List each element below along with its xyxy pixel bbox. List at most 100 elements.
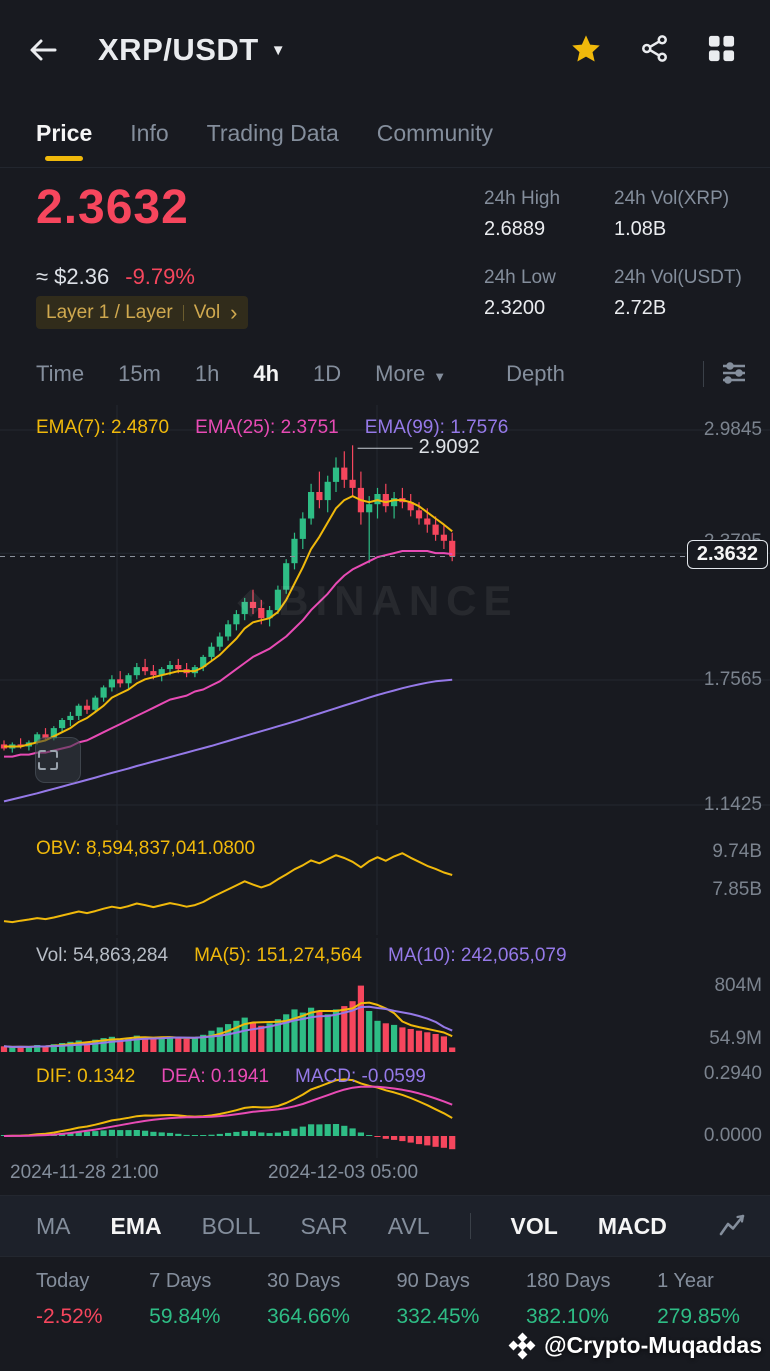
tab-price[interactable]: Price bbox=[36, 100, 92, 167]
share-icon bbox=[642, 35, 667, 62]
macd-legend-row: DIF: 0.1342 DEA: 0.1941 MACD: -0.0599 bbox=[36, 1066, 426, 1088]
grid-menu-button[interactable] bbox=[707, 34, 736, 66]
indicator-boll[interactable]: BOLL bbox=[201, 1212, 261, 1239]
indicator-avl[interactable]: AVL bbox=[387, 1212, 430, 1239]
obv-chart[interactable] bbox=[0, 830, 770, 935]
tf-1d[interactable]: 1D bbox=[313, 361, 342, 386]
obv-axis-label: 9.74B bbox=[712, 841, 762, 862]
dif-legend: DIF: 0.1342 bbox=[36, 1066, 136, 1087]
indicator-macd[interactable]: MACD bbox=[597, 1212, 667, 1239]
dea-legend: DEA: 0.1941 bbox=[161, 1066, 270, 1087]
header-actions bbox=[570, 0, 736, 100]
price-axis-label: 1.7565 bbox=[703, 669, 762, 690]
perf-90d: 90 Days 332.45% bbox=[396, 1270, 480, 1328]
tf-more[interactable]: More ▼ bbox=[375, 361, 446, 387]
indicator-sar[interactable]: SAR bbox=[300, 1212, 348, 1239]
pair-title: XRP/USDT bbox=[98, 32, 259, 67]
line-chart-icon bbox=[719, 1214, 745, 1235]
vol-legend: Vol: 54,863,284 bbox=[36, 945, 169, 966]
volume-axis-label: 804M bbox=[714, 975, 762, 996]
tf-15m[interactable]: 15m bbox=[118, 361, 161, 386]
grid-icon bbox=[708, 35, 735, 62]
x-axis-label-left: 2024-11-28 21:00 bbox=[10, 1162, 159, 1183]
stat-24h-high: 24h High 2.6889 bbox=[484, 188, 561, 240]
tf-1h[interactable]: 1h bbox=[194, 361, 220, 386]
perf-30d: 30 Days 364.66% bbox=[266, 1270, 350, 1328]
tag-divider bbox=[182, 304, 184, 321]
indicator-ma[interactable]: MA bbox=[36, 1212, 71, 1239]
back-button[interactable] bbox=[22, 30, 62, 70]
back-arrow-icon bbox=[30, 39, 57, 61]
divider bbox=[469, 1213, 471, 1239]
share-button[interactable] bbox=[640, 34, 669, 66]
chart-expand-button[interactable] bbox=[35, 737, 81, 783]
credit-watermark: @Crypto-Muqaddas bbox=[508, 1332, 762, 1359]
perf-180d: 180 Days 382.10% bbox=[525, 1270, 611, 1328]
tf-more-label: More bbox=[375, 361, 426, 386]
tf-time[interactable]: Time bbox=[36, 361, 85, 386]
tab-trading-data[interactable]: Trading Data bbox=[207, 100, 339, 167]
price-axis-label: 2.9845 bbox=[703, 419, 762, 440]
binance-logo-icon bbox=[508, 1332, 536, 1359]
x-axis-label-right: 2024-12-03 05:00 bbox=[268, 1162, 419, 1183]
chevron-down-icon: ▼ bbox=[270, 41, 286, 59]
indicator-ema[interactable]: EMA bbox=[110, 1212, 162, 1239]
star-icon bbox=[572, 34, 600, 62]
perf-1y: 1 Year 279.85% bbox=[657, 1270, 740, 1328]
binance-watermark-text: BINANCE bbox=[278, 577, 519, 624]
volume-legend-row: Vol: 54,863,284 MA(5): 151,274,564 MA(10… bbox=[36, 945, 567, 967]
ema25-legend: EMA(25): 2.3751 bbox=[195, 417, 339, 438]
last-price-badge[interactable]: 2.3632 bbox=[686, 540, 768, 570]
tag-left-label: Layer 1 / Layer bbox=[46, 301, 173, 323]
tab-bar: Price Info Trading Data Community bbox=[0, 100, 770, 168]
pair-selector[interactable]: XRP/USDT ▼ bbox=[98, 32, 286, 68]
divider bbox=[703, 361, 704, 387]
macd-axis-label: 0.2940 bbox=[703, 1063, 762, 1084]
chart-area: EMA(7): 2.4870 EMA(25): 2.3751 EMA(99): … bbox=[0, 405, 770, 1195]
tab-info[interactable]: Info bbox=[130, 100, 168, 167]
chart-settings-button[interactable] bbox=[720, 359, 748, 390]
tab-trading-data-label: Trading Data bbox=[206, 120, 339, 146]
active-tab-underline bbox=[45, 156, 84, 161]
stat-24h-vol-xrp: 24h Vol(XRP) 1.08B bbox=[614, 188, 730, 240]
fiat-price: ≈ $2.36 bbox=[36, 264, 110, 289]
price-axis-label: 1.1425 bbox=[703, 794, 762, 815]
fullscreen-icon bbox=[38, 750, 58, 770]
tab-community-label: Community bbox=[376, 120, 494, 146]
tab-price-label: Price bbox=[36, 120, 93, 146]
perf-7d: 7 Days 59.84% bbox=[149, 1270, 221, 1328]
credit-text: @Crypto-Muqaddas bbox=[544, 1332, 762, 1358]
obv-legend: OBV: 8,594,837,041.0800 bbox=[36, 838, 256, 859]
stats-grid: 24h High 2.6889 24h Vol(XRP) 1.08B 24h Low… bbox=[484, 188, 742, 320]
favorite-button[interactable] bbox=[570, 33, 602, 68]
last-price: 2.3632 bbox=[36, 181, 189, 234]
obv-legend-row: OBV: 8,594,837,041.0800 bbox=[36, 838, 255, 860]
volume-axis-label: 54.9M bbox=[709, 1028, 762, 1049]
ema99-legend: EMA(99): 1.7576 bbox=[364, 417, 509, 438]
vol-ma5-legend: MA(5): 151,274,564 bbox=[194, 945, 363, 966]
tf-4h[interactable]: 4h bbox=[253, 361, 280, 386]
stat-24h-vol-usdt: 24h Vol(USDT) 2.72B bbox=[614, 267, 742, 319]
tab-community[interactable]: Community bbox=[377, 100, 493, 167]
indicator-edit-button[interactable] bbox=[718, 1211, 746, 1242]
chevron-right-icon: › bbox=[230, 299, 238, 325]
macd-chart[interactable] bbox=[0, 1058, 770, 1158]
chart-settings-icon bbox=[723, 361, 745, 384]
indicator-bar: MA EMA BOLL SAR AVL VOL MACD bbox=[0, 1195, 770, 1257]
high-annotation: 2.9092 bbox=[418, 436, 480, 459]
timeframe-bar-right bbox=[703, 352, 748, 396]
ema-legend: EMA(7): 2.4870 EMA(25): 2.3751 EMA(99): … bbox=[36, 417, 508, 439]
token-tag[interactable]: Layer 1 / Layer Vol › bbox=[36, 296, 248, 329]
ema7-legend: EMA(7): 2.4870 bbox=[36, 417, 170, 438]
volume-chart[interactable] bbox=[0, 938, 770, 1058]
candlestick-chart[interactable] bbox=[0, 405, 770, 825]
obv-axis-label: 7.85B bbox=[712, 879, 762, 900]
performance-row: Today -2.52% 7 Days 59.84% 30 Days 364.66% … bbox=[36, 1270, 740, 1329]
binance-watermark: ◆ BINANCE bbox=[238, 577, 519, 625]
app-header: XRP/USDT ▼ bbox=[0, 0, 770, 100]
macd-axis-label: 0.0000 bbox=[703, 1125, 762, 1146]
macd-legend: MACD: -0.0599 bbox=[295, 1066, 426, 1087]
indicator-vol[interactable]: VOL bbox=[510, 1212, 558, 1239]
depth-button[interactable]: Depth bbox=[506, 361, 565, 386]
binance-logo-icon: ◆ bbox=[238, 582, 265, 620]
